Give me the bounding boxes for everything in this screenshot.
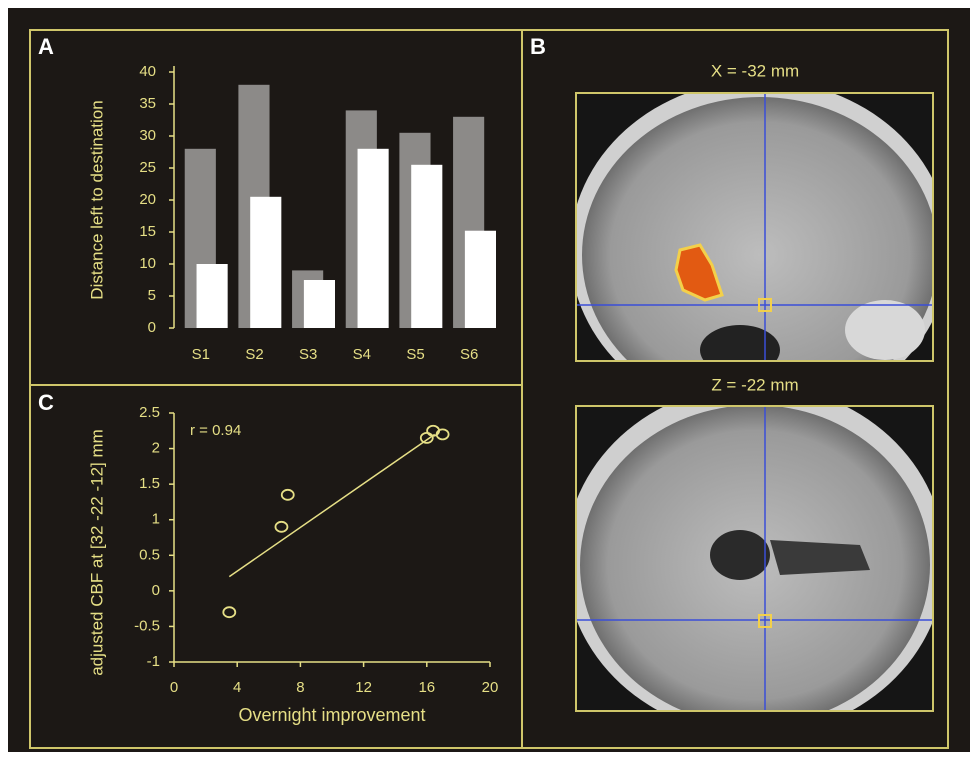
y-tick-label: 30 [139,127,156,144]
y-tick-label: 10 [139,255,156,272]
x-tick-label: S3 [299,346,317,363]
panel-label: A [38,34,54,59]
y-tick-label: 25 [139,159,156,176]
y-tick-label: 35 [139,95,156,112]
bar [196,264,228,328]
y-tick-label: 15 [139,223,156,240]
bar [250,196,282,328]
x-tick-label: S1 [192,346,210,363]
x-tick-label: 12 [355,679,372,696]
y-tick-label: 20 [139,191,156,208]
y-axis-label: adjusted CBF at [32 -22 -12] mm [87,429,106,676]
x-tick-label: 20 [482,679,499,696]
y-axis-label: Distance left to destination [87,100,106,299]
y-tick-label: 1 [152,511,160,528]
x-tick-label: S5 [406,346,424,363]
x-tick-label: 16 [418,679,435,696]
y-tick-label: 2 [152,440,160,457]
bar [464,230,496,328]
axial-slice [576,406,933,711]
y-tick-label: 40 [139,63,156,80]
y-tick-label: -1 [147,653,160,670]
sagittal-slice [576,93,933,361]
panel-label: C [38,390,54,415]
y-tick-label: 1.5 [139,475,160,492]
fit-line [228,433,436,578]
bar [303,280,335,328]
y-tick-label: 0 [152,582,160,599]
x-axis-label: Overnight improvement [238,705,425,725]
y-tick-label: 0 [148,319,156,336]
point [280,488,295,501]
slice-label: X = -32 mm [711,61,799,80]
slice-frame [575,405,934,712]
x-tick-label: S6 [460,346,478,363]
x-tick-label: S4 [353,346,371,363]
slice-label: Z = -22 mm [711,375,798,394]
bar [357,148,389,328]
slice-frame [575,92,934,362]
point [435,428,450,441]
annotation: r = 0.94 [190,422,241,439]
x-tick-label: S2 [245,346,263,363]
x-tick-label: 0 [170,679,178,696]
panel-label: B [530,34,546,59]
x-tick-label: 4 [233,679,241,696]
point [222,606,237,619]
y-tick-label: 5 [148,287,156,304]
point [274,520,289,533]
bar [411,164,443,328]
y-tick-label: -0.5 [134,617,160,634]
y-tick-label: 2.5 [139,404,160,421]
y-tick-label: 0.5 [139,546,160,563]
x-tick-label: 8 [296,679,304,696]
panel-b-frame [521,29,949,749]
